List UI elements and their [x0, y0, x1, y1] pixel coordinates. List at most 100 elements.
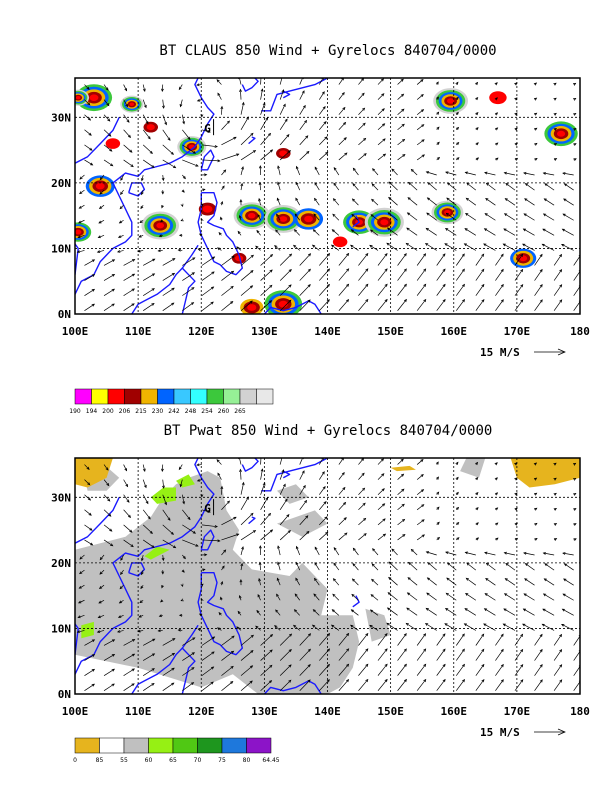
- wind-vector: [142, 509, 151, 520]
- wind-vector: [543, 198, 555, 206]
- wind-vector: [314, 562, 320, 571]
- wind-vector: [142, 303, 155, 312]
- svg-text:G: G: [204, 502, 211, 515]
- wind-vector: [573, 523, 577, 526]
- wind-vector: [475, 663, 485, 676]
- wind-vector: [240, 530, 257, 541]
- wind-vector: [534, 538, 538, 541]
- colorbar-swatch: [256, 388, 274, 405]
- wind-vector: [446, 562, 457, 571]
- wind-vector: [464, 551, 476, 556]
- wind-vector: [523, 593, 535, 601]
- wind-vector: [377, 283, 388, 296]
- wind-vector: [372, 548, 379, 556]
- wind-vector: [78, 219, 85, 224]
- wind-vector: [299, 679, 311, 691]
- wind-vector: [162, 667, 175, 676]
- wind-vector: [201, 636, 216, 646]
- wind-vector: [416, 298, 427, 311]
- wind-vector: [358, 632, 369, 646]
- wind-vector: [534, 664, 543, 676]
- coastline: [261, 458, 328, 492]
- cloud-contour-blob: [247, 304, 257, 311]
- wind-vector: [103, 494, 111, 502]
- wind-vector: [427, 562, 437, 571]
- wind-vector: [161, 554, 165, 562]
- cloud-contour-blob: [556, 130, 566, 137]
- wind-vector: [138, 614, 144, 618]
- wind-vector: [103, 259, 116, 266]
- wind-vector: [553, 648, 563, 661]
- wind-vector: [123, 524, 133, 533]
- wind-vector: [397, 488, 405, 495]
- wind-vector: [573, 82, 577, 86]
- wind-vector: [397, 633, 407, 646]
- wind-vector: [201, 524, 218, 528]
- wind-vector: [425, 551, 437, 556]
- wind-vector: [407, 197, 418, 206]
- colorbar-swatch: [172, 737, 198, 754]
- wind-vector: [240, 650, 254, 661]
- wind-vector: [370, 214, 379, 221]
- wind-vector: [358, 107, 366, 115]
- wind-vector: [534, 648, 543, 661]
- wind-vector: [553, 664, 563, 676]
- wind-vector: [299, 664, 311, 676]
- wind-vector: [221, 120, 230, 131]
- wind-vector: [178, 84, 183, 91]
- wind-vector: [196, 463, 202, 467]
- colorbar-tick-label: 80: [243, 757, 251, 764]
- wind-vector: [200, 583, 204, 587]
- wind-vector: [260, 468, 264, 480]
- wind-vector: [162, 494, 167, 506]
- cloud-contour-blob: [332, 236, 348, 248]
- wind-vector: [160, 464, 164, 472]
- wind-vector: [331, 229, 340, 236]
- wind-vector: [495, 299, 504, 311]
- wind-vector: [76, 250, 85, 254]
- wind-vector: [279, 78, 284, 85]
- wind-vector: [534, 633, 543, 646]
- wind-vector: [240, 481, 245, 495]
- wind-vector: [534, 284, 543, 296]
- wind-vector: [182, 682, 195, 692]
- wind-vector: [240, 562, 244, 571]
- colorbar-swatch: [140, 388, 158, 405]
- wind-vector: [84, 683, 95, 692]
- wind-vector: [142, 683, 155, 692]
- wind-vector: [260, 680, 273, 691]
- wind-vector: [221, 533, 240, 541]
- wind-vector: [221, 270, 235, 281]
- wind-vector: [436, 156, 440, 161]
- wind-vector: [295, 577, 301, 586]
- wind-vector: [377, 252, 388, 266]
- wind-vector: [494, 492, 499, 496]
- wind-vector: [397, 473, 405, 480]
- wind-vector: [463, 243, 477, 251]
- wind-vector: [299, 150, 310, 161]
- colorbar-tick-label: 75: [218, 757, 226, 764]
- wind-vector: [237, 610, 242, 616]
- wind-vector: [299, 253, 312, 266]
- wind-vector: [332, 213, 340, 221]
- wind-vector: [553, 284, 563, 296]
- wind-vector: [371, 578, 379, 586]
- wind-vector: [162, 99, 165, 109]
- wind-vector: [534, 492, 538, 496]
- wind-vector: [338, 679, 350, 691]
- wind-vector: [416, 519, 425, 526]
- wind-vector: [140, 584, 144, 590]
- wind-vector: [562, 593, 574, 601]
- wind-vector: [573, 493, 577, 496]
- wind-vector: [76, 630, 85, 634]
- wind-vector: [179, 479, 183, 488]
- wind-vector: [435, 81, 439, 85]
- cloud-contour-blob: [75, 229, 82, 235]
- wind-vector: [387, 592, 398, 601]
- x-tick-label: 180: [570, 325, 590, 338]
- wind-vector: [386, 607, 398, 616]
- wind-vector: [371, 198, 379, 206]
- wind-vector: [563, 563, 574, 571]
- wind-vector: [561, 608, 574, 616]
- wind-vector: [436, 298, 446, 311]
